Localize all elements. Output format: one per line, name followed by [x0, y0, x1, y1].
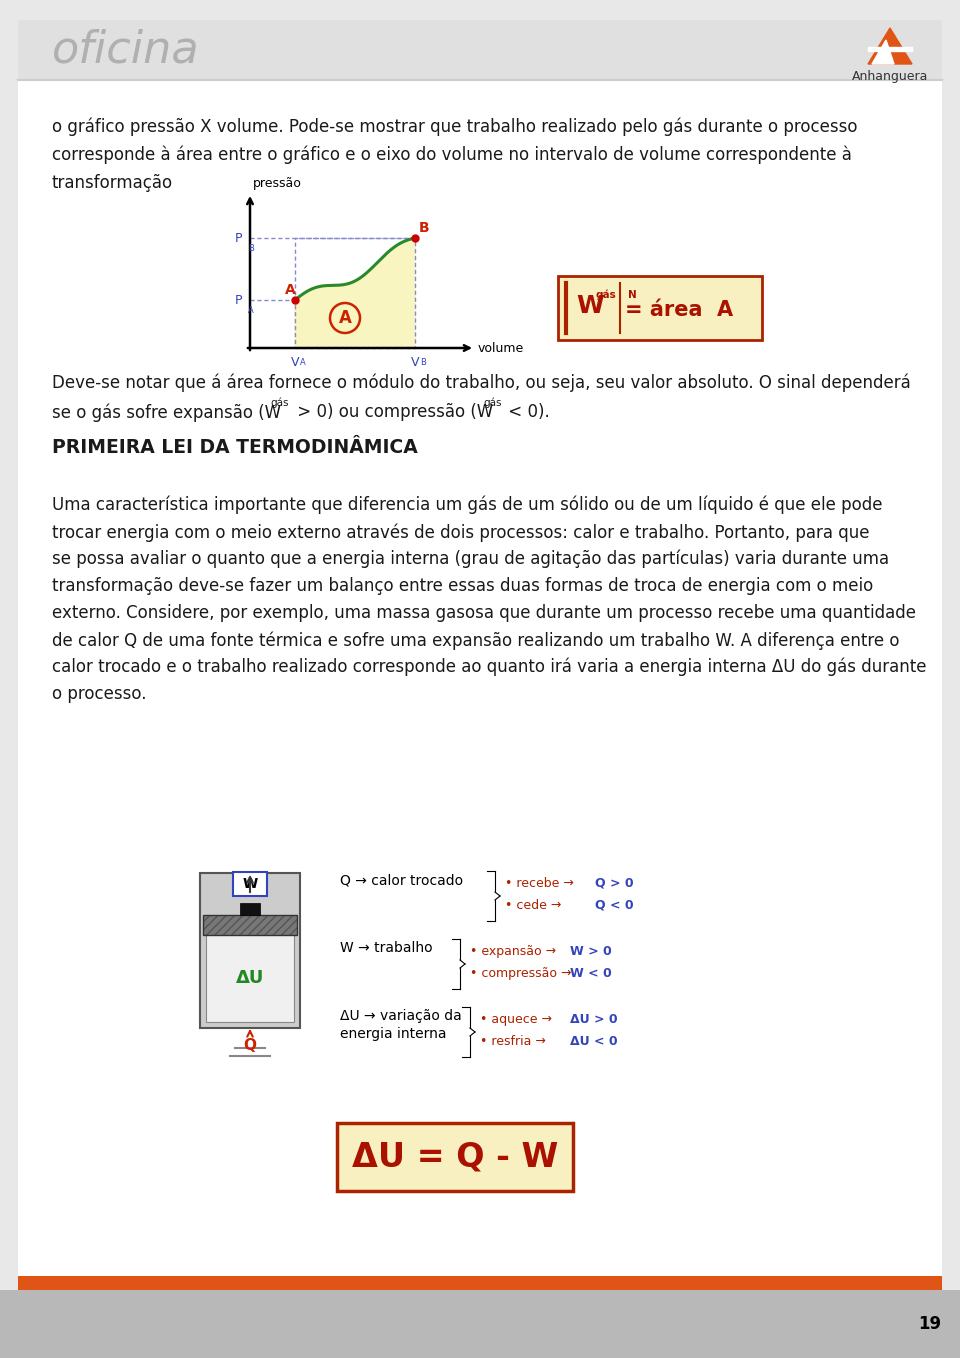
Text: Q → calor trocado: Q → calor trocado [340, 873, 463, 887]
Text: gás: gás [270, 398, 289, 409]
Text: ΔU: ΔU [236, 970, 264, 987]
Text: W: W [242, 877, 257, 891]
Text: PRIMEIRA LEI DA TERMODINÂMICA: PRIMEIRA LEI DA TERMODINÂMICA [52, 439, 418, 458]
Text: • cede →: • cede → [505, 899, 562, 913]
Text: P: P [234, 293, 242, 307]
Bar [203, 915, 297, 936]
Text: trocar energia com o meio externo através de dois processos: calor e trabalho. P: trocar energia com o meio externo atravé… [52, 523, 870, 542]
Text: calor trocado e o trabalho realizado corresponde ao quanto irá varia a energia i: calor trocado e o trabalho realizado cor… [52, 659, 926, 676]
Text: transformação deve-se fazer um balanço entre essas duas formas de troca de energ: transformação deve-se fazer um balanço e… [52, 577, 874, 595]
Text: o processo.: o processo. [52, 684, 147, 703]
Text: < 0).: < 0). [503, 403, 550, 421]
Text: gás: gás [595, 289, 615, 300]
Text: ΔU < 0: ΔU < 0 [570, 1035, 617, 1048]
Text: A: A [285, 282, 296, 297]
Text: oficina: oficina [52, 29, 200, 72]
Bar [18, 1290, 942, 1298]
Text: gás: gás [483, 398, 501, 409]
Text: B: B [248, 244, 253, 253]
Text: corresponde à área entre o gráfico e o eixo do volume no intervalo de volume cor: corresponde à área entre o gráfico e o e… [52, 147, 852, 164]
Text: • recebe →: • recebe → [505, 877, 574, 889]
Text: ΔU = Q - W: ΔU = Q - W [351, 1141, 558, 1173]
Text: energia interna: energia interna [340, 1027, 446, 1042]
Text: externo. Considere, por exemplo, uma massa gasosa que durante um processo recebe: externo. Considere, por exemplo, uma mas… [52, 604, 916, 622]
FancyBboxPatch shape [233, 872, 267, 896]
Text: Q: Q [244, 1038, 256, 1052]
Bar [295, 238, 415, 348]
FancyBboxPatch shape [558, 276, 762, 340]
Bar [18, 1277, 942, 1290]
Text: V: V [291, 356, 300, 369]
Bar [203, 915, 297, 936]
Text: A: A [248, 306, 253, 315]
Text: V: V [411, 356, 420, 369]
Text: se possa avaliar o quanto que a energia interna (grau de agitação das partículas: se possa avaliar o quanto que a energia … [52, 550, 889, 569]
Text: volume: volume [478, 341, 524, 354]
Text: de calor Q de uma fonte térmica e sofre uma expansão realizando um trabalho W. A: de calor Q de uma fonte térmica e sofre … [52, 631, 900, 649]
Text: ΔU > 0: ΔU > 0 [570, 1013, 617, 1027]
Text: • compressão →: • compressão → [470, 967, 571, 980]
Text: • aquece →: • aquece → [480, 1013, 552, 1027]
Text: W → trabalho: W → trabalho [340, 941, 433, 955]
Text: W: W [576, 293, 604, 318]
Bar [206, 932, 294, 1023]
Text: A: A [300, 359, 305, 367]
FancyBboxPatch shape [337, 1123, 573, 1191]
Text: Anhanguera: Anhanguera [852, 71, 928, 83]
Text: 19: 19 [919, 1315, 942, 1334]
Text: P: P [234, 231, 242, 244]
Text: ΔU → variação da: ΔU → variação da [340, 1009, 462, 1023]
Text: Uma característica importante que diferencia um gás de um sólido ou de um líquid: Uma característica importante que difere… [52, 496, 882, 515]
Text: B: B [419, 221, 430, 235]
Text: • expansão →: • expansão → [470, 945, 556, 957]
Text: > 0) ou compressão (W: > 0) ou compressão (W [292, 403, 493, 421]
Text: pressão: pressão [253, 177, 301, 190]
Bar [0, 1290, 960, 1358]
Text: W < 0: W < 0 [570, 967, 612, 980]
Polygon shape [295, 238, 415, 348]
Text: W > 0: W > 0 [570, 945, 612, 957]
Text: = área  A: = área A [625, 300, 733, 320]
Text: Q < 0: Q < 0 [595, 899, 634, 913]
Text: Q > 0: Q > 0 [595, 877, 634, 889]
Text: A: A [339, 310, 351, 327]
Text: o gráfico pressão X volume. Pode-se mostrar que trabalho realizado pelo gás dura: o gráfico pressão X volume. Pode-se most… [52, 118, 857, 137]
Bar [200, 873, 300, 1028]
Text: B: B [420, 359, 426, 367]
Text: • resfria →: • resfria → [480, 1035, 546, 1048]
Polygon shape [872, 39, 894, 64]
Bar [18, 20, 942, 80]
Text: Deve-se notar que á área fornece o módulo do trabalho, ou seja, seu valor absolu: Deve-se notar que á área fornece o módul… [52, 373, 911, 391]
Text: se o gás sofre expansão (W: se o gás sofre expansão (W [52, 403, 281, 421]
Polygon shape [868, 29, 912, 64]
Bar [240, 903, 260, 915]
Text: transformação: transformação [52, 174, 173, 191]
Text: N: N [628, 291, 636, 300]
